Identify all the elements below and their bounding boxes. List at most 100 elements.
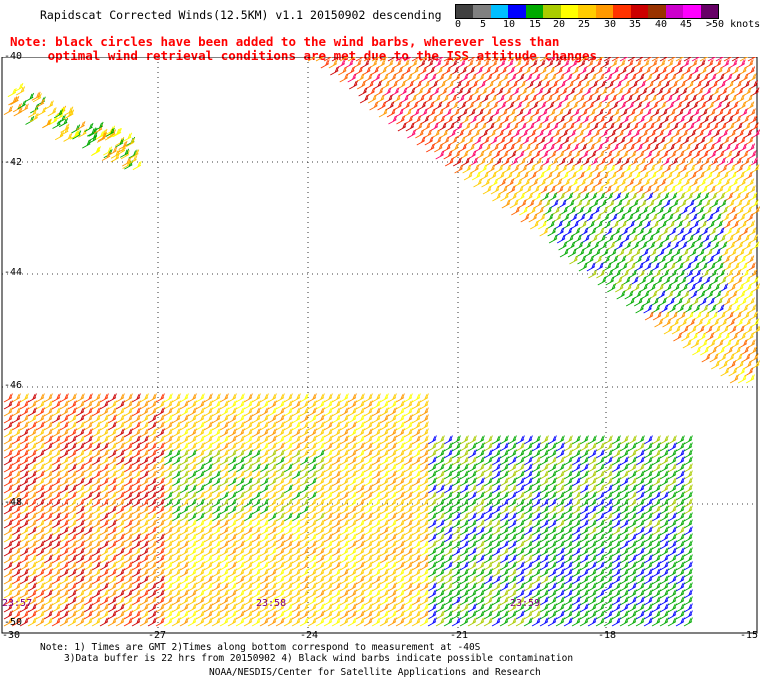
lon-label-30: -30 xyxy=(2,630,21,641)
wind-barb xyxy=(490,185,500,195)
wind-barb xyxy=(547,435,557,445)
wind-barb xyxy=(123,132,133,142)
wind-barb xyxy=(16,86,26,96)
wind-barb xyxy=(51,400,61,410)
wind-barb xyxy=(605,276,615,286)
wind-barb xyxy=(67,393,77,403)
wind-barb xyxy=(563,435,573,445)
wind-barb xyxy=(750,360,760,370)
wind-barb xyxy=(76,121,86,131)
wind-barb xyxy=(330,66,340,76)
note-line-1: Note: black circles have been added to t… xyxy=(10,34,560,49)
wind-barb xyxy=(663,325,673,335)
wind-barb xyxy=(267,407,277,417)
wind-barb xyxy=(259,414,269,424)
wind-barb xyxy=(531,57,541,62)
lat-label-50: -50 xyxy=(4,617,23,628)
colorbar-swatch xyxy=(508,5,526,18)
wind-barb xyxy=(371,57,381,62)
wind-barb xyxy=(147,407,157,417)
wind-barb xyxy=(339,73,349,83)
wind-barb xyxy=(443,57,453,62)
wind-barb xyxy=(520,213,530,223)
wind-barb xyxy=(367,94,377,104)
wind-barb xyxy=(416,136,426,146)
wind-barb xyxy=(745,297,755,307)
wind-barb xyxy=(115,414,125,424)
wind-barb xyxy=(482,185,492,195)
wind-barb xyxy=(116,146,126,156)
wind-barb xyxy=(43,407,53,417)
wind-barb xyxy=(635,304,645,314)
wind-barb xyxy=(746,108,756,118)
wind-barb xyxy=(123,414,133,424)
wind-barb xyxy=(339,57,349,62)
wind-barb xyxy=(348,80,359,90)
wind-barb xyxy=(11,393,21,403)
wind-barb xyxy=(411,407,421,417)
wind-barb xyxy=(519,206,529,216)
wind-barb xyxy=(507,435,517,445)
wind-barb xyxy=(19,421,29,431)
wind-barb xyxy=(63,132,73,142)
wind-barb xyxy=(654,318,664,328)
wind-barb xyxy=(43,414,53,424)
wind-barb xyxy=(729,374,739,384)
wind-barb xyxy=(748,234,758,244)
time-label-2357: 23:57 xyxy=(2,598,33,609)
wind-barb xyxy=(339,393,349,403)
wind-barb xyxy=(720,367,730,377)
colorbar-label: 5 xyxy=(480,19,487,30)
wind-barb xyxy=(751,283,760,293)
wind-barb xyxy=(75,393,85,403)
wind-barb xyxy=(315,57,325,62)
wind-barb xyxy=(187,393,197,403)
wind-barb xyxy=(331,393,341,403)
wind-barb xyxy=(171,407,181,417)
colorbar-label: 25 xyxy=(578,19,591,30)
wind-barb xyxy=(403,400,413,410)
wind-barb xyxy=(371,393,381,403)
wind-barb xyxy=(283,414,293,424)
wind-barb xyxy=(114,138,124,148)
wind-barb xyxy=(747,227,757,237)
lat-label-46: -46 xyxy=(4,380,23,391)
wind-barb xyxy=(347,407,357,417)
wind-barb xyxy=(396,115,406,125)
wind-barb xyxy=(463,171,473,181)
lon-label-18: -18 xyxy=(598,630,617,641)
wind-barb xyxy=(17,100,27,110)
wind-barb xyxy=(163,400,173,410)
wind-barb xyxy=(155,414,165,424)
colorbar-swatch xyxy=(543,5,561,18)
time-label-2358: 23:58 xyxy=(256,598,287,609)
wind-barb xyxy=(43,393,53,403)
wind-barb xyxy=(211,407,221,417)
wind-barb xyxy=(163,393,173,403)
wind-barb xyxy=(379,57,389,62)
wind-barb xyxy=(355,57,365,62)
wind-barb xyxy=(219,400,229,410)
lon-label-15: -15 xyxy=(740,630,759,641)
wind-barb xyxy=(195,393,205,403)
wind-barb xyxy=(67,400,77,410)
wind-barb xyxy=(243,414,253,424)
wind-barb xyxy=(403,407,413,417)
wind-barb xyxy=(643,304,653,314)
wind-barb xyxy=(59,400,69,410)
wind-barb xyxy=(491,435,501,445)
wind-barb xyxy=(331,400,341,410)
wind-barb xyxy=(259,393,269,403)
wind-barb xyxy=(83,407,93,417)
wind-barb xyxy=(371,400,381,410)
wind-barb xyxy=(371,414,381,424)
wind-barb xyxy=(419,57,429,62)
lon-label-21: -21 xyxy=(450,630,469,641)
wind-barb xyxy=(499,435,509,445)
wind-barb xyxy=(745,220,756,230)
wind-barb xyxy=(323,57,333,62)
wind-barb xyxy=(179,407,189,417)
wind-barb xyxy=(419,414,429,424)
wind-barb xyxy=(395,414,405,424)
wind-barb xyxy=(407,129,417,139)
